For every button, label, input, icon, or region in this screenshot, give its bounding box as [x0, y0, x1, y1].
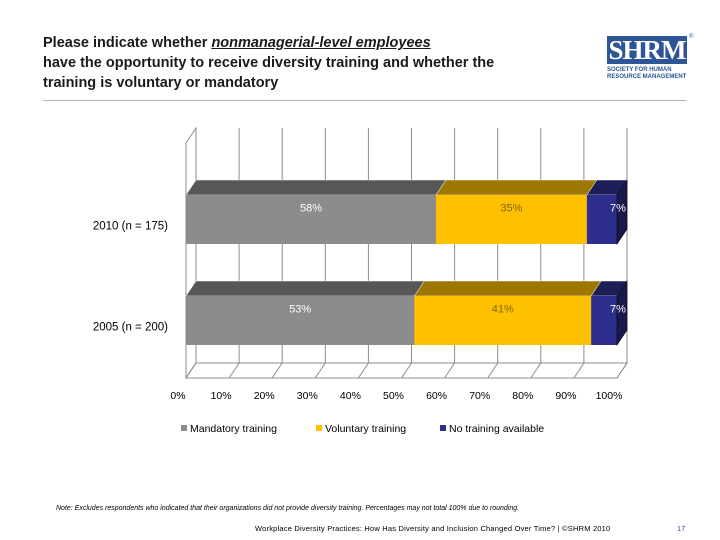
title-divider — [43, 100, 686, 101]
x-tick-label: 60% — [426, 390, 447, 402]
bar-top-voluntary-training — [435, 179, 598, 196]
floor-gridline — [530, 362, 542, 379]
footnote: Note: Excludes respondents who indicated… — [56, 505, 520, 512]
bar-side — [616, 280, 628, 346]
x-tick-label: 0% — [170, 390, 185, 402]
floor-gridline — [228, 362, 240, 379]
footer-citation: Workplace Diversity Practices: How Has D… — [255, 524, 611, 533]
page-number: 17 — [677, 524, 686, 533]
category-labels: 2010 (n = 175) 2005 (n = 200) — [93, 221, 168, 334]
data-label: 41% — [492, 304, 514, 316]
bar-voluntary-training — [414, 296, 592, 345]
stacked-bar-chart: 58% 35% 7% 53% 41% 7% 2010 (n = 175) 2005 (n =… — [93, 126, 628, 435]
title-line-2: have the opportunity to receive diversit… — [43, 55, 495, 71]
legend-swatch — [181, 425, 187, 431]
bar-top-mandatory-training — [185, 179, 447, 196]
bars — [185, 179, 628, 346]
bar-mandatory-training — [186, 296, 415, 345]
data-label: 7% — [610, 304, 626, 316]
x-axis-ticks: 0% 10% 20% 30% 40% 50% 60% 70% 80% 90% 100% — [170, 390, 622, 402]
legend-swatch — [440, 425, 446, 431]
bar-no-training-available — [591, 296, 617, 345]
x-tick-label: 90% — [555, 390, 576, 402]
floor-gridline — [185, 362, 197, 379]
bar-top-voluntary-training — [413, 280, 602, 297]
legend-label: Mandatory training — [190, 423, 277, 435]
legend-swatch — [316, 425, 322, 431]
x-tick-label: 40% — [340, 390, 361, 402]
data-label: 53% — [289, 304, 311, 316]
x-tick-label: 30% — [297, 390, 318, 402]
floor-gridline — [444, 362, 456, 379]
x-tick-label: 20% — [254, 390, 275, 402]
floor-gridline — [401, 362, 412, 379]
category-label: 2010 (n = 175) — [93, 221, 168, 233]
floor-gridline — [314, 362, 326, 379]
data-label: 35% — [500, 203, 522, 215]
floor-gridline — [487, 362, 499, 379]
bar-top-mandatory-training — [185, 280, 425, 297]
bar-mandatory-training — [186, 195, 436, 244]
category-label: 2005 (n = 200) — [93, 322, 168, 334]
x-tick-label: 10% — [211, 390, 232, 402]
logo-subtitle-line-1: SOCIETY FOR HUMAN — [607, 67, 672, 73]
legend: Mandatory training Voluntary training No t… — [181, 423, 544, 435]
logo-mark: SHRM — [607, 35, 687, 65]
logo-subtitle-line-2: RESOURCE MANAGEMENT — [607, 74, 687, 80]
bar-side — [616, 179, 628, 245]
legend-label: No training available — [449, 423, 544, 435]
shrm-logo: SHRM ® SOCIETY FOR HUMAN RESOURCE MANAGE… — [607, 34, 693, 84]
logo-registered: ® — [689, 34, 694, 40]
x-tick-label: 70% — [469, 390, 490, 402]
bar-no-training-available — [586, 195, 617, 244]
floor-gridline — [573, 362, 585, 379]
title-line-1: Please indicate whether nonmanagerial-le… — [43, 33, 563, 53]
slide-title: Please indicate whether nonmanagerial-le… — [43, 33, 563, 93]
x-tick-label: 100% — [596, 390, 623, 402]
data-label: 58% — [300, 203, 322, 215]
floor-gridline — [357, 362, 369, 379]
logo-subtitle: SOCIETY FOR HUMAN RESOURCE MANAGEMENT — [607, 67, 691, 81]
title-prefix: Please indicate whether — [43, 35, 212, 51]
x-tick-label: 80% — [512, 390, 533, 402]
data-labels: 58% 35% 7% 53% 41% 7% — [289, 203, 626, 316]
bar-voluntary-training — [435, 195, 587, 244]
x-tick-label: 50% — [383, 390, 404, 402]
data-label: 7% — [610, 203, 626, 215]
floor-gridline — [616, 362, 628, 379]
title-line-3: training is voluntary or mandatory — [43, 75, 279, 91]
title-emphasis: nonmanagerial-level employees — [211, 35, 431, 51]
floor-gridline — [271, 362, 283, 379]
legend-label: Voluntary training — [325, 423, 406, 435]
